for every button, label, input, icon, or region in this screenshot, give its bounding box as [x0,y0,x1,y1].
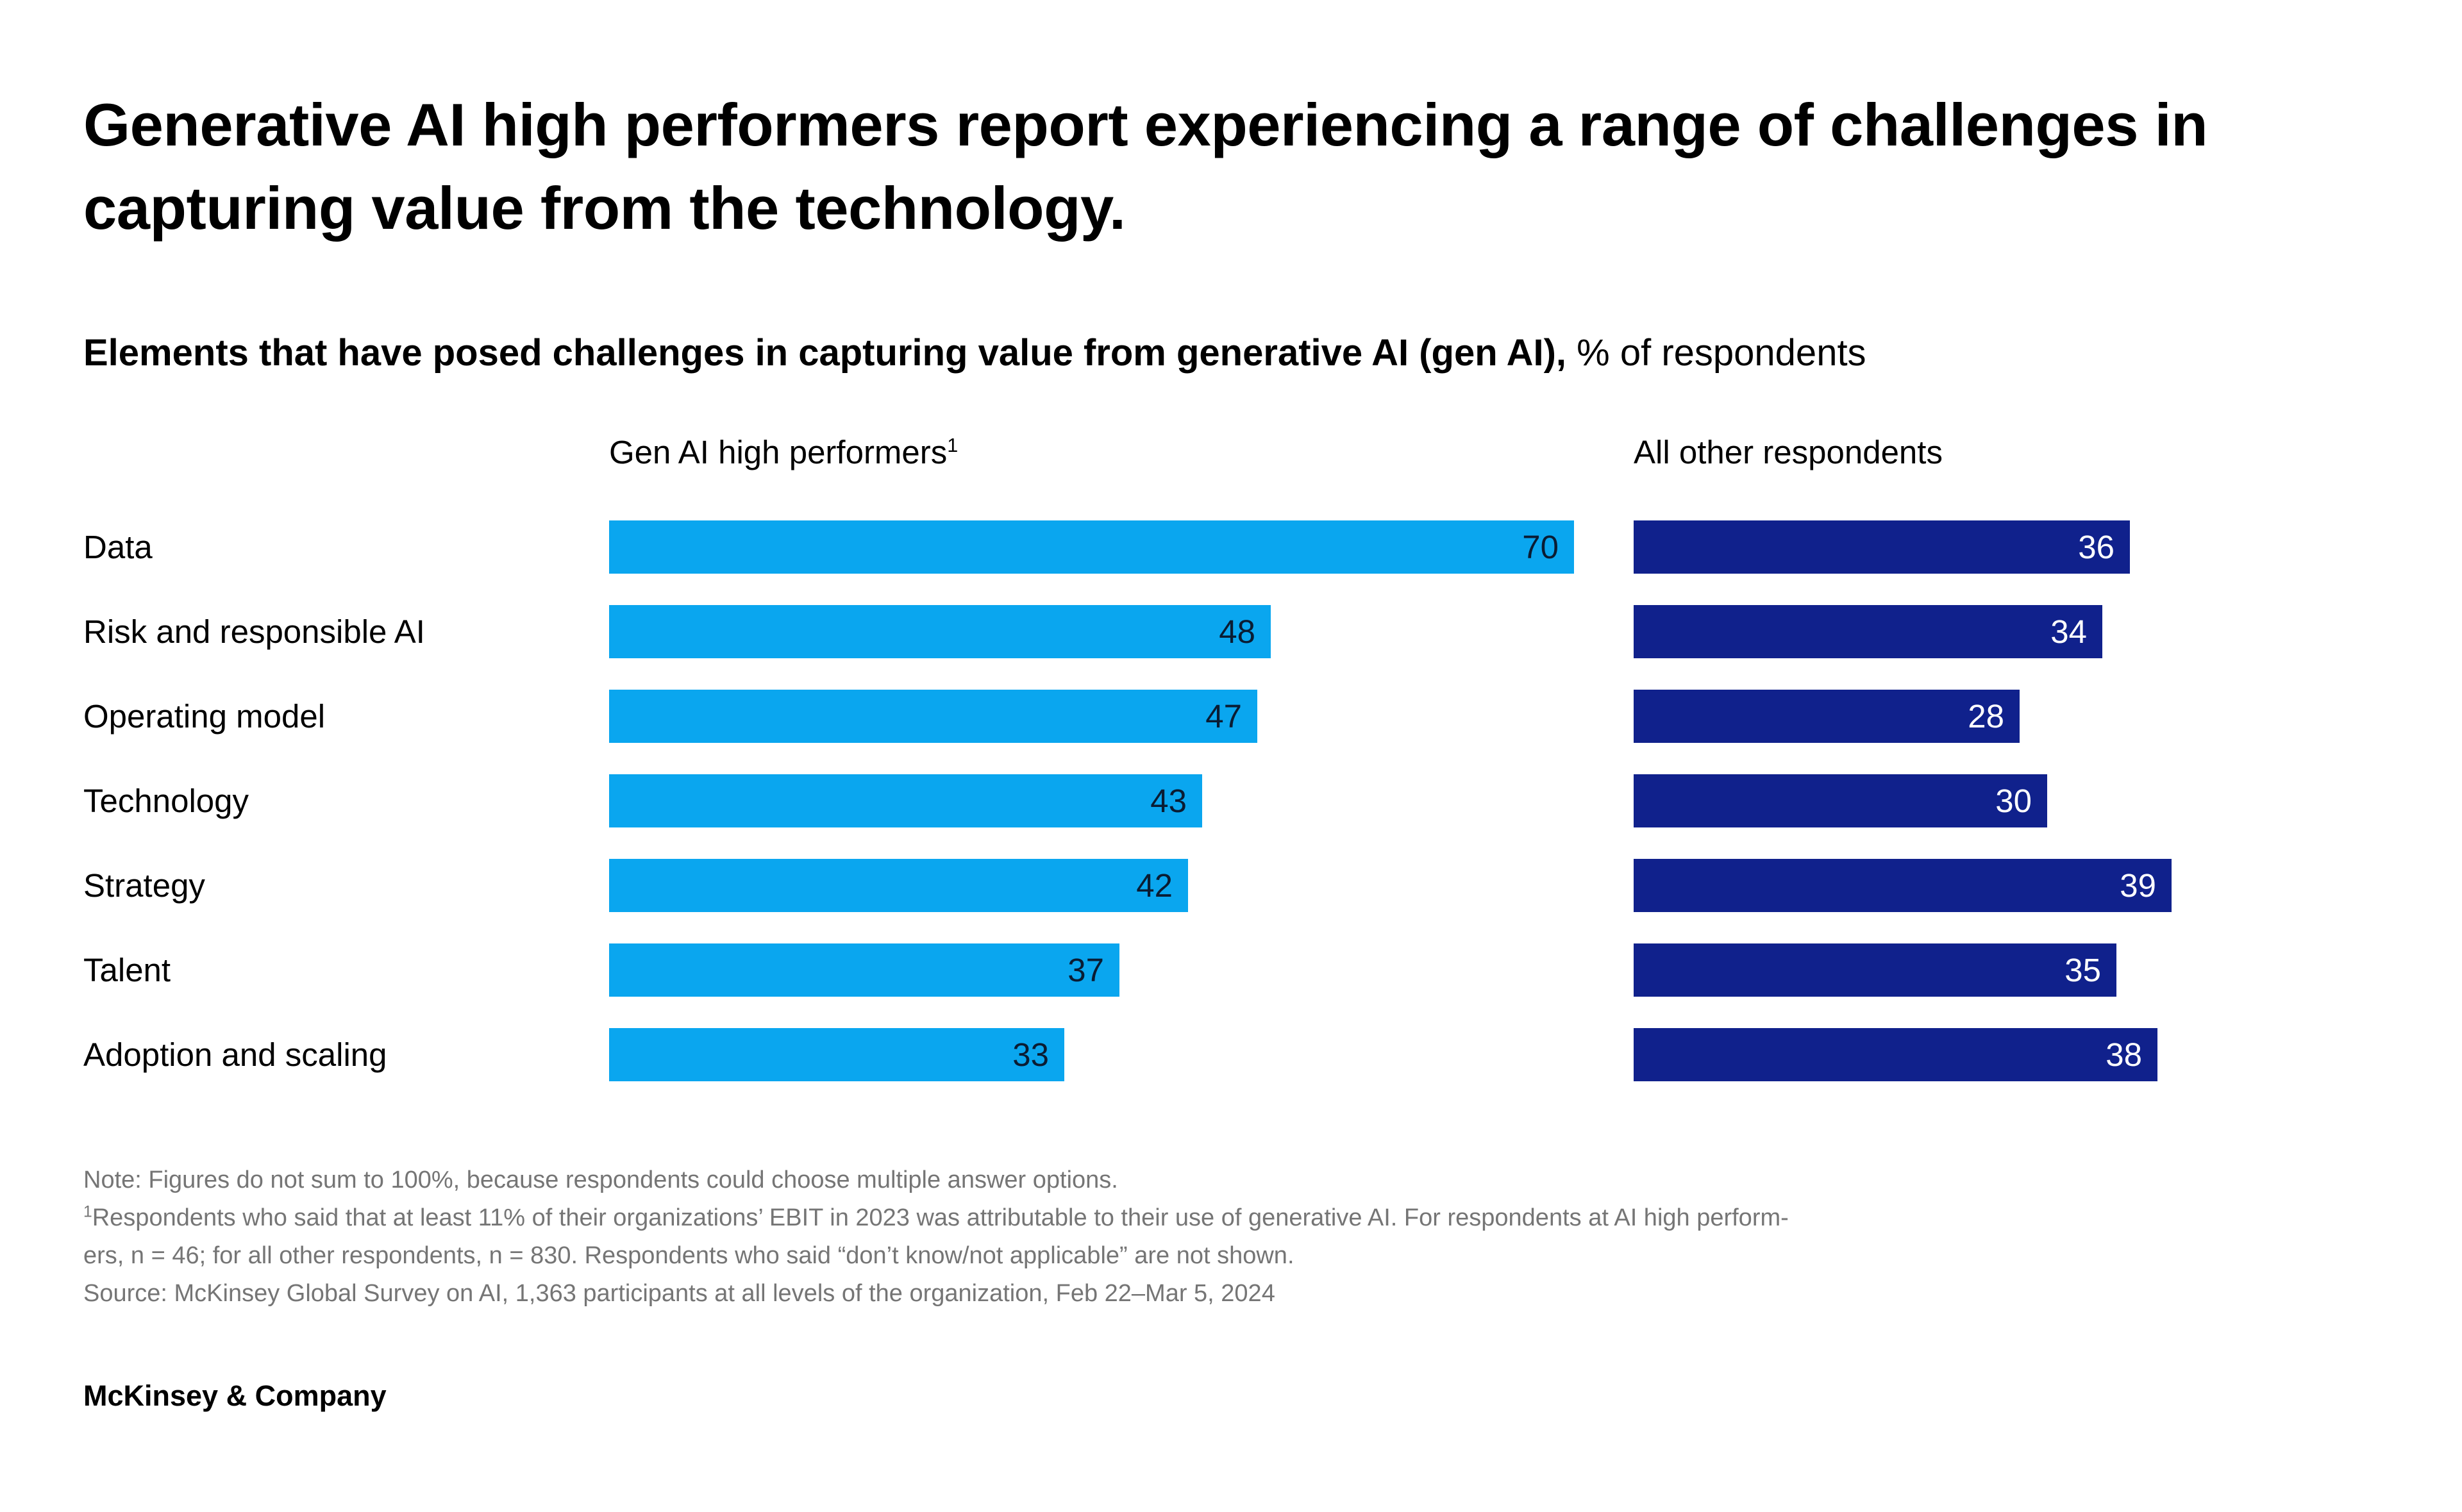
bar-value-label: 48 [1219,613,1255,650]
bar-high-performers-track: 33 [609,1027,1634,1081]
bar-other-respondents-track: 34 [1634,604,2379,658]
chart-subtitle: Elements that have posed challenges in c… [83,331,2379,376]
bar-other-respondents: 28 [1634,689,2020,743]
bar-value-label: 36 [2078,528,2114,565]
page-title: Generative AI high performers report exp… [83,91,2208,242]
bar-high-performers-track: 47 [609,689,1634,743]
bar-other-respondents: 35 [1634,943,2116,997]
bar-value-label: 35 [2064,951,2101,988]
bar-high-performers: 43 [609,774,1202,827]
category-label: Adoption and scaling [83,1036,387,1073]
bar-other-respondents: 39 [1634,858,2172,912]
chart-row: Strategy 42 39 [83,843,2379,927]
category-label: Data [83,528,153,565]
category-label: Technology [83,782,249,819]
bar-value-label: 39 [2120,867,2156,904]
chart-row: Risk and responsible AI 48 34 [83,589,2379,674]
bar-other-respondents: 30 [1634,774,2047,827]
bar-value-label: 34 [2050,613,2087,650]
footnote-1-line-2: ers, n = 46; for all other respondents, … [83,1242,1294,1269]
bar-value-label: 30 [1995,782,2032,819]
bar-value-label: 47 [1205,697,1242,735]
category-label: Talent [83,951,171,988]
bar-high-performers: 37 [609,943,1119,997]
bar-high-performers: 70 [609,520,1574,574]
bar-other-respondents: 34 [1634,604,2102,658]
bar-high-performers: 33 [609,1027,1064,1081]
bar-other-respondents-track: 38 [1634,1027,2379,1081]
footnote-1-marker: 1 [83,1203,92,1221]
bar-other-respondents-track: 39 [1634,858,2379,912]
bar-other-respondents: 36 [1634,520,2130,574]
category-label: Operating model [83,697,326,735]
bar-chart: Data 70 36 Risk and responsible AI 48 34 Opera… [83,504,2379,1097]
bar-value-label: 43 [1150,782,1187,819]
chart-row: Operating model 47 28 [83,674,2379,758]
footnote-note: Note: Figures do not sum to 100%, becaus… [83,1167,1118,1193]
bar-other-respondents-track: 28 [1634,689,2379,743]
chart-row: Data 70 36 [83,504,2379,589]
bar-other-respondents: 38 [1634,1027,2157,1081]
chart-row: Talent 37 35 [83,927,2379,1012]
bar-other-respondents-track: 30 [1634,774,2379,827]
chart-subtitle-unit: % of respondents [1566,332,1866,374]
chart-subtitle-main: Elements that have posed challenges in c… [83,332,1567,374]
bar-value-label: 38 [2106,1036,2142,1073]
series-header-high-performers: Gen AI high performers1 [609,433,1634,471]
bar-value-label: 70 [1522,528,1559,565]
bar-high-performers-track: 70 [609,520,1634,574]
bar-high-performers-track: 42 [609,858,1634,912]
bar-other-respondents-track: 35 [1634,943,2379,997]
category-label: Strategy [83,867,205,904]
bar-high-performers-track: 48 [609,604,1634,658]
bar-high-performers-track: 43 [609,774,1634,827]
category-label: Risk and responsible AI [83,613,425,650]
footnote-1-text: Respondents who said that at least 11% o… [92,1204,1789,1231]
series-header-high-performers-label: Gen AI high performers [609,434,948,470]
footnote-1-line-1: 1Respondents who said that at least 11% … [83,1199,2391,1237]
bar-high-performers: 47 [609,689,1257,743]
mckinsey-logo: McKinsey & Company [83,1379,387,1412]
bar-high-performers-track: 37 [609,943,1634,997]
bar-other-respondents-track: 36 [1634,520,2379,574]
series-headers: Gen AI high performers1 All other respon… [83,433,2379,471]
bar-high-performers: 48 [609,604,1271,658]
series-header-other-respondents: All other respondents [1634,433,2379,471]
footnote-source: Source: McKinsey Global Survey on AI, 1,… [83,1279,1275,1307]
series-header-other-respondents-label: All other respondents [1634,434,1943,470]
bar-value-label: 33 [1012,1036,1049,1073]
bar-value-label: 37 [1068,951,1104,988]
header-spacer [83,433,609,471]
footnote-marker: 1 [947,435,959,456]
chart-row: Technology 43 30 [83,758,2379,843]
bar-value-label: 42 [1136,867,1173,904]
bar-value-label: 28 [1968,697,2004,735]
footnotes: Note: Figures do not sum to 100%, becaus… [83,1161,2391,1313]
chart-row: Adoption and scaling 33 38 [83,1012,2379,1097]
bar-high-performers: 42 [609,858,1188,912]
